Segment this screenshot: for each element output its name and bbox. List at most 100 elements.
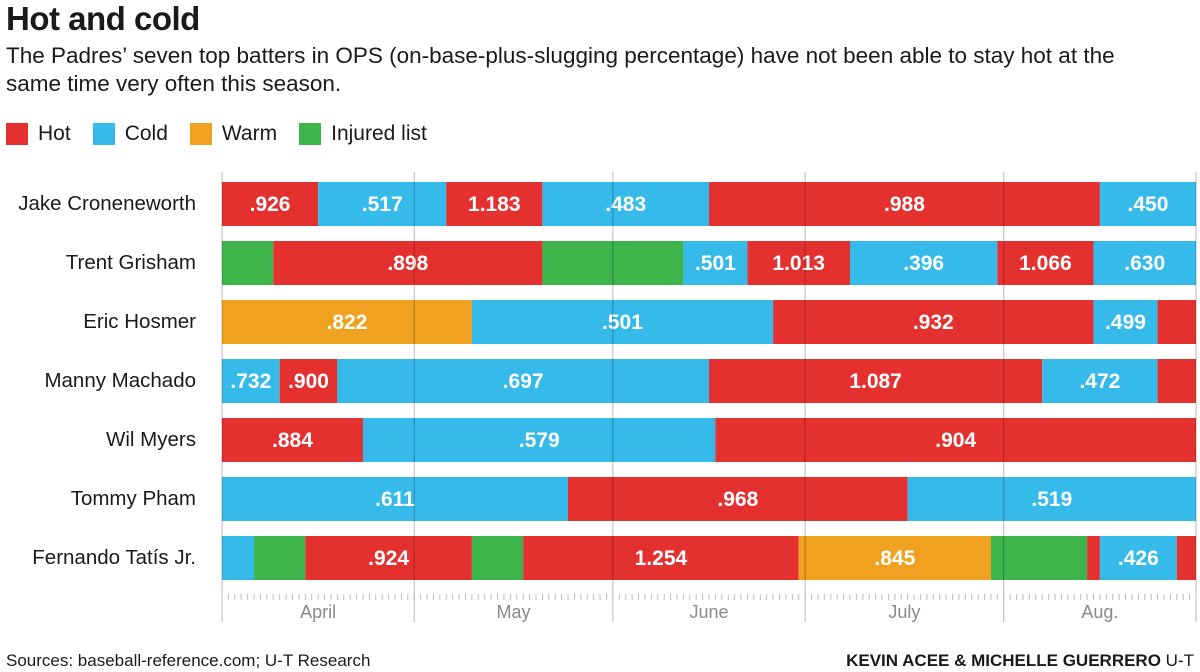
bar-segment	[773, 300, 1094, 344]
bar-segment	[715, 418, 1196, 462]
segment-value-label: 1.087	[849, 370, 902, 393]
legend-item-warm: Warm	[189, 122, 278, 146]
player-name-hosmer: Eric Hosmer	[83, 310, 196, 333]
bar-segment	[222, 477, 569, 521]
segment-value-label: .932	[913, 311, 954, 334]
bar-segment	[337, 359, 709, 403]
bar-segment	[273, 241, 543, 285]
bar-segment	[1176, 536, 1196, 580]
bar-segment	[222, 182, 319, 226]
segment-value-label: .501	[695, 252, 736, 275]
segment-value-label: .517	[362, 193, 403, 216]
chart-subtitle: The Padres’ seven top batters in OPS (on…	[6, 43, 1115, 96]
bar-segment	[222, 536, 255, 580]
bar-segment	[990, 536, 1088, 580]
month-label: April	[300, 602, 336, 622]
day-ticks	[221, 594, 1197, 600]
segment-value-label: .472	[1079, 370, 1120, 393]
bar-segment	[222, 300, 472, 344]
segment-value-label: .483	[605, 193, 646, 216]
legend-item-injured: Injured list	[299, 122, 427, 146]
legend-swatch-injured	[299, 123, 322, 145]
segment-value-label: .884	[272, 429, 313, 452]
segment-value-label: .396	[903, 252, 944, 275]
segment-value-label: .926	[250, 193, 291, 216]
legend-swatch-warm	[189, 123, 212, 145]
legend-label-injured: Injured list	[331, 122, 427, 145]
segment-value-label: .988	[884, 193, 925, 216]
bar-segment	[1093, 241, 1196, 285]
credit-outlet: U-T	[1165, 651, 1194, 670]
month-label: Aug.	[1081, 602, 1118, 622]
legend-swatch-hot	[6, 123, 28, 145]
bar-segment	[471, 300, 774, 344]
player-name-machado: Manny Machado	[44, 369, 196, 392]
segment-value-label: .519	[1031, 488, 1072, 511]
legend-label-cold: Cold	[124, 122, 168, 145]
bar-segment	[222, 241, 274, 285]
bar-segment	[907, 477, 1196, 521]
bar-segment	[222, 418, 363, 462]
segment-value-label: .630	[1124, 252, 1165, 275]
chart-title: Hot and cold	[6, 0, 200, 37]
bar-segment	[709, 359, 1043, 403]
bar-segment	[997, 241, 1094, 285]
bar-segment	[1099, 182, 1196, 226]
month-label: May	[497, 602, 531, 622]
segment-value-label: 1.066	[1019, 252, 1072, 275]
legend-item-cold: Cold	[92, 122, 168, 146]
bar-segment	[1157, 300, 1196, 344]
bar-segment	[318, 182, 447, 226]
player-name-myers: Wil Myers	[106, 428, 196, 451]
player-name-grisham: Trent Grisham	[65, 251, 196, 274]
legend-label-warm: Warm	[221, 122, 278, 145]
bar-segment	[1093, 300, 1158, 344]
legend: Hot Cold Warm Injured list	[6, 121, 449, 147]
segment-value-label: .968	[717, 488, 758, 511]
segment-value-label: .697	[503, 370, 544, 393]
bar-segment	[523, 536, 799, 580]
legend-label-hot: Hot	[38, 122, 71, 145]
legend-swatch-cold	[92, 123, 115, 145]
segment-value-label: .579	[519, 429, 560, 452]
bar-segment	[542, 182, 709, 226]
segment-value-label: .822	[327, 311, 368, 334]
segment-value-label: 1.183	[468, 193, 521, 216]
segment-value-label: 1.254	[635, 547, 688, 570]
bar-segment	[798, 536, 991, 580]
segment-value-label: .732	[230, 370, 271, 393]
segment-value-label: .501	[602, 311, 643, 334]
bar-segment	[279, 359, 338, 403]
segment-value-label: 1.013	[772, 252, 825, 275]
bar-segment	[362, 418, 716, 462]
bar-segment	[1157, 359, 1196, 403]
bar-segment	[1087, 536, 1100, 580]
segment-value-label: .426	[1118, 547, 1159, 570]
segment-value-label: .900	[288, 370, 329, 393]
month-label: July	[888, 602, 920, 622]
segment-value-label: .499	[1105, 311, 1146, 334]
credit-authors: KEVIN ACEE & MICHELLE GUERRERO	[846, 651, 1161, 670]
bar-segment	[446, 182, 543, 226]
bar-segment	[471, 536, 524, 580]
bar-segment	[1042, 359, 1158, 403]
credit-line: KEVIN ACEE & MICHELLE GUERRERO U-T	[846, 651, 1194, 671]
bar-segment	[709, 182, 1100, 226]
bar-segment	[747, 241, 850, 285]
bar-segment	[222, 359, 280, 403]
bar-segment	[568, 477, 908, 521]
legend-item-hot: Hot	[6, 122, 71, 146]
source-note: Sources: baseball-reference.com; U-T Res…	[6, 651, 371, 670]
player-name-pham: Tommy Pham	[70, 487, 196, 510]
segment-value-label: .450	[1128, 193, 1169, 216]
segment-value-label: .611	[375, 488, 415, 511]
segment-value-label: .904	[935, 429, 976, 452]
segment-value-label: .898	[387, 252, 428, 275]
player-name-tatis: Fernando Tatís Jr.	[32, 546, 196, 569]
bar-segment	[542, 241, 684, 285]
bar-segment	[254, 536, 306, 580]
bar-segment	[849, 241, 998, 285]
bar-segment	[683, 241, 748, 285]
player-name-croneneworth: Jake Croneneworth	[18, 192, 196, 215]
